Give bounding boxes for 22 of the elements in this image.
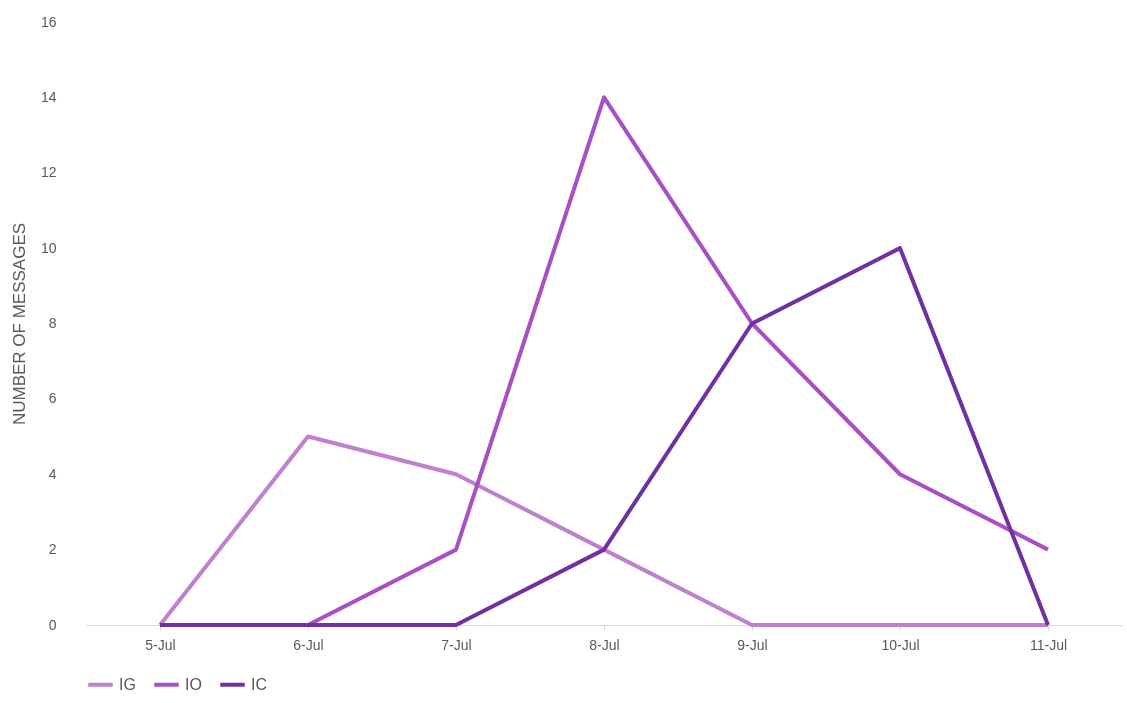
y-tick-label: 12 — [40, 164, 57, 181]
x-tick-label: 11-Jul — [1029, 636, 1068, 653]
line-series — [158, 246, 1050, 627]
y-tick-label: 14 — [40, 88, 57, 105]
x-tick-label: 10-Jul — [881, 636, 920, 653]
x-tick-label: 5-Jul — [145, 636, 176, 653]
x-tick-label: 6-Jul — [293, 636, 324, 653]
y-tick-label: 16 — [40, 13, 57, 30]
x-tick-label: 9-Jul — [737, 636, 768, 653]
legend-label: IG — [119, 675, 136, 693]
y-tick-label: 8 — [48, 315, 57, 331]
line-series — [158, 434, 1050, 627]
y-tick-label: 10 — [40, 239, 57, 256]
legend-label: IO — [185, 675, 202, 693]
y-axis-title: NUMBER OF MESSAGES — [9, 222, 29, 426]
x-tick-label: 8-Jul — [589, 636, 620, 653]
y-tick-label: 2 — [48, 541, 57, 558]
y-tick-label: 6 — [48, 390, 57, 407]
y-tick-label: 0 — [48, 616, 57, 633]
legend-label: IC — [251, 675, 267, 693]
x-tick-label: 7-Jul — [441, 636, 472, 653]
y-tick-label: 4 — [48, 465, 57, 482]
